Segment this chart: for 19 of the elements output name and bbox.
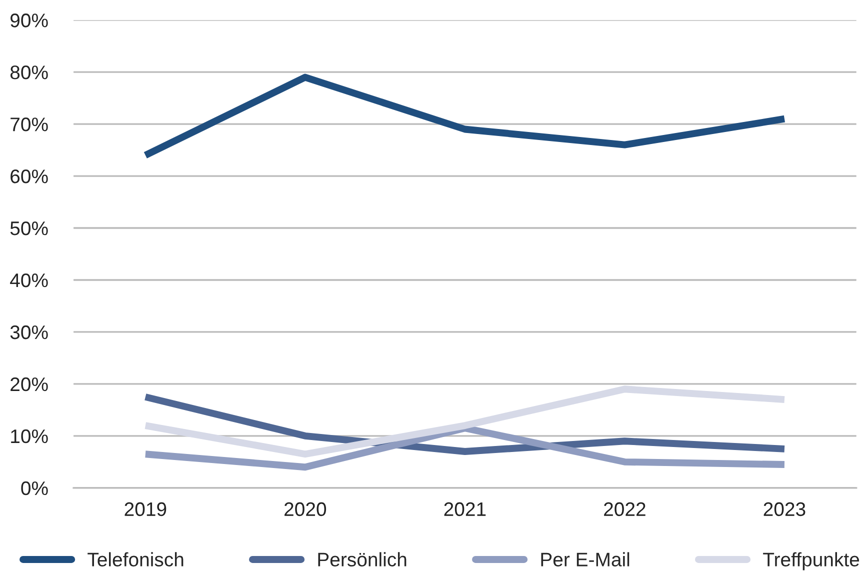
y-tick-label: 60%: [10, 169, 48, 184]
x-tick-label: 2019: [124, 502, 166, 516]
y-tick-label: 40%: [10, 273, 48, 288]
y-tick-label: 30%: [10, 325, 48, 340]
y-tick-label: 70%: [10, 118, 48, 132]
legend-label: Treffpunkte: [763, 552, 860, 570]
y-tick-label: 90%: [10, 14, 48, 28]
x-tick-label: 2022: [604, 502, 646, 516]
legend-label: Per E-Mail: [541, 552, 630, 566]
legend-label: Persönlich: [318, 552, 406, 566]
y-tick-label: 50%: [10, 221, 48, 236]
y-tick-label: 80%: [10, 66, 48, 80]
legend-label: Telefonisch: [88, 552, 184, 566]
x-tick-label: 2020: [284, 502, 326, 516]
y-tick-label: 0%: [21, 481, 48, 496]
x-tick-label: 2023: [764, 502, 806, 516]
y-tick-label: 10%: [11, 429, 48, 444]
y-tick-label: 20%: [10, 377, 48, 392]
x-tick-label: 2021: [444, 502, 486, 516]
